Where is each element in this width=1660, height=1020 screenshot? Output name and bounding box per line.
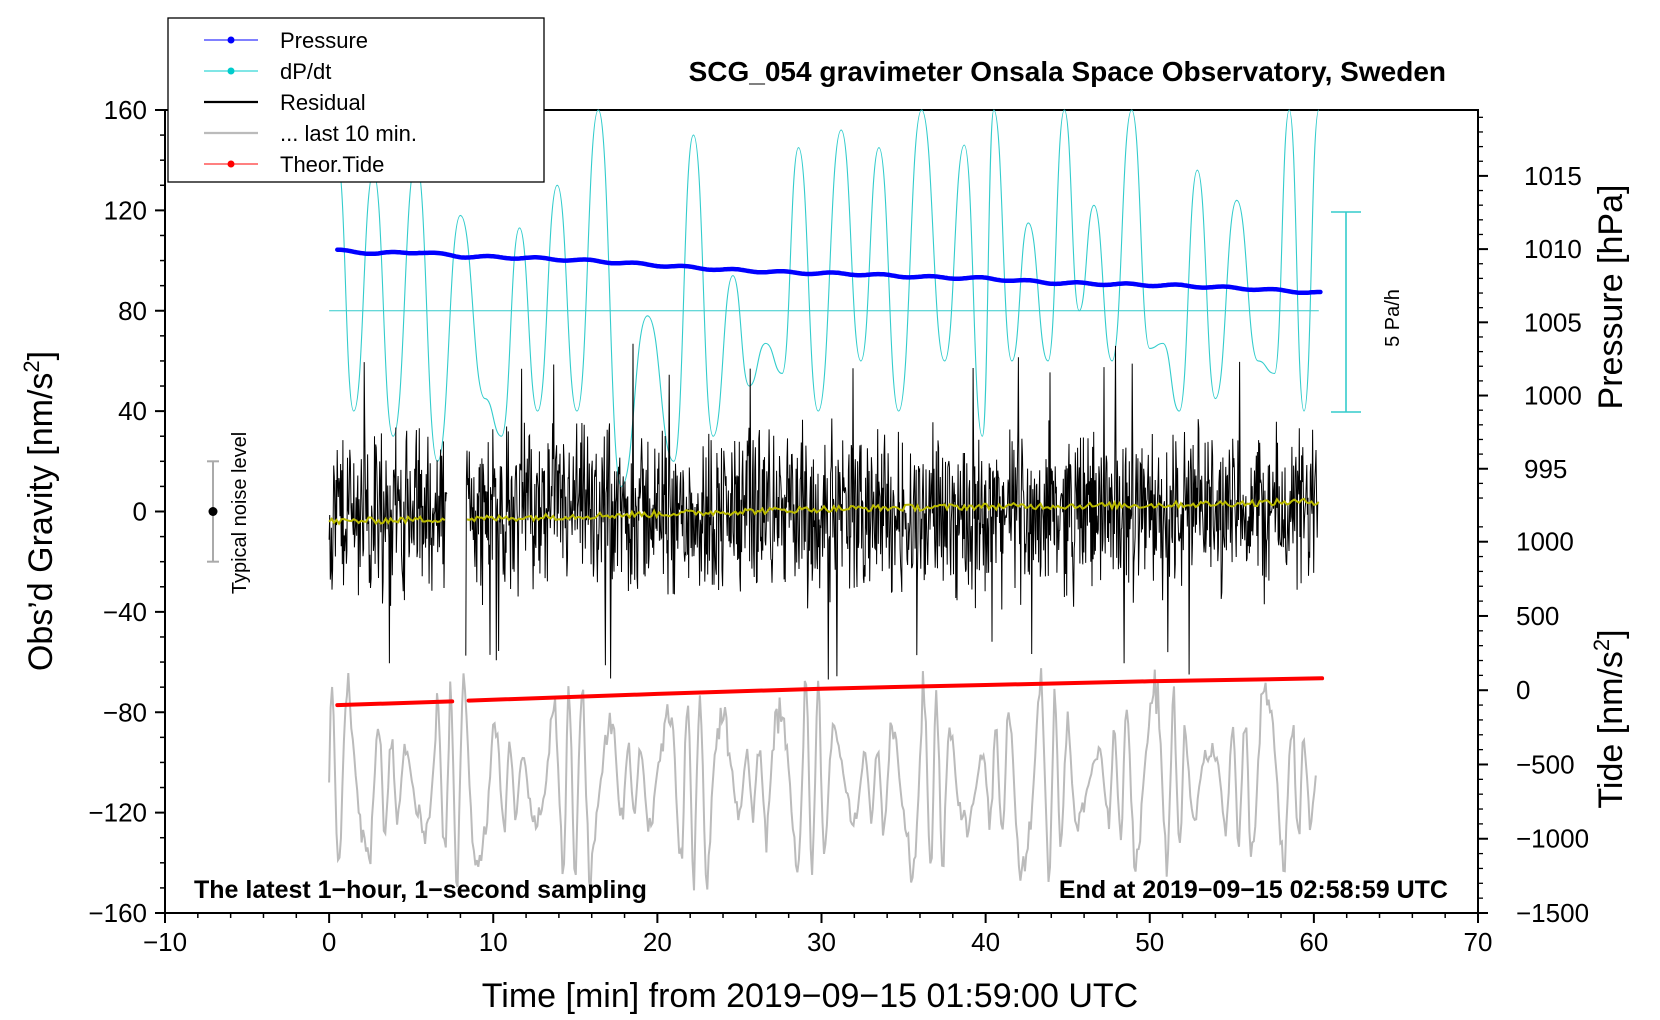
- tide-label-main: Tide [nm/s: [1592, 651, 1630, 808]
- pressure-tick-label: 1015: [1524, 161, 1582, 191]
- tide-tick-label: −1500: [1516, 898, 1589, 928]
- tide-label-sup: 2: [1589, 639, 1614, 651]
- legend-item: Residual: [204, 90, 366, 115]
- legend-box: [167, 17, 545, 183]
- y-axis-title-tide: Tide [nm/s2]: [1589, 629, 1630, 808]
- tide-tick-label: 1000: [1516, 527, 1574, 557]
- y-axis-title-gravity: Obs’d Gravity [nm/s2]: [19, 351, 60, 671]
- pressure-series: [335, 247, 1323, 296]
- legend-swatch-dot: [227, 160, 235, 168]
- gravity-tick-label: 80: [118, 296, 147, 326]
- legend-item: Theor.Tide: [204, 152, 384, 177]
- x-tick-label: 10: [479, 927, 508, 957]
- pressure-tick-label: 1000: [1524, 381, 1582, 411]
- legend-item: dP/dt: [204, 59, 331, 84]
- noise-label: Typical noise level: [229, 432, 251, 594]
- legend: Pressure dP/dt Residual ... last 10 min. The…: [167, 17, 545, 183]
- x-tick-label: 30: [807, 927, 836, 957]
- x-tick-label: −10: [143, 927, 187, 957]
- tide-label-end: ]: [1592, 629, 1630, 638]
- tide-tick-label: 0: [1516, 675, 1530, 705]
- residual-smoothed-series: [328, 497, 1320, 526]
- legend-label: Residual: [280, 90, 366, 115]
- legend-label: ... last 10 min.: [280, 121, 417, 146]
- gravity-label-main: Obs’d Gravity [nm/s: [22, 373, 60, 672]
- noise-center-dot: [208, 507, 218, 516]
- chart-title: SCG_054 gravimeter Onsala Space Observat…: [689, 56, 1446, 87]
- axes: −10 0 10 20 30 40 50 60 70 160 120 80 40 0 −40 −80 −120 −…: [88, 95, 1589, 957]
- y-axis-title-pressure: Pressure [hPa]: [1592, 185, 1630, 410]
- noise-level-indicator: Typical noise level: [207, 432, 251, 594]
- gravity-tick-label: 120: [104, 195, 147, 225]
- tide-tick-label: −1000: [1516, 824, 1589, 854]
- pressure-tick-label: 1010: [1524, 234, 1582, 264]
- x-tick-label: 50: [1135, 927, 1164, 957]
- residual-series: [328, 343, 1319, 680]
- legend-label: Theor.Tide: [280, 152, 384, 177]
- gravity-label-sup: 2: [19, 360, 44, 372]
- x-tick-label: 20: [643, 927, 672, 957]
- gravity-tick-label: −80: [103, 697, 147, 727]
- tide-tick-label: 500: [1516, 601, 1559, 631]
- gravity-tick-label: 0: [133, 497, 147, 527]
- tide-series: [335, 676, 1325, 708]
- tide-tick-label: −500: [1516, 749, 1575, 779]
- legend-label: Pressure: [280, 28, 368, 53]
- x-tick-label: 60: [1299, 927, 1328, 957]
- legend-swatch-dot: [227, 67, 235, 75]
- gravity-tick-label: 160: [104, 95, 147, 125]
- x-tick-label: 70: [1464, 927, 1493, 957]
- x-tick-label: 40: [971, 927, 1000, 957]
- x-axis-title: Time [min] from 2019−09−15 01:59:00 UTC: [482, 977, 1138, 1015]
- gravity-tick-label: −160: [88, 898, 147, 928]
- legend-items: Pressure dP/dt Residual ... last 10 min. The…: [204, 28, 417, 177]
- legend-item: Pressure: [204, 28, 368, 53]
- note-right: End at 2019−09−15 02:58:59 UTC: [1059, 876, 1448, 904]
- residual-smoothed-line: [328, 497, 1320, 526]
- pressure-tick-label: 995: [1524, 454, 1567, 484]
- rate-label: 5 Pa/h: [1382, 289, 1404, 347]
- legend-item: ... last 10 min.: [204, 121, 417, 146]
- pressure-tick-label: 1005: [1524, 307, 1582, 337]
- dpdt-series: [329, 109, 1320, 487]
- tide-line: [335, 676, 1325, 708]
- legend-swatch-dot: [227, 36, 235, 44]
- dpdt-line: [336, 109, 1320, 487]
- last-10-min-series: [328, 668, 1317, 891]
- last-10-min-line: [328, 668, 1317, 891]
- note-left: The latest 1−hour, 1−second sampling: [194, 876, 647, 904]
- rate-scale-indicator: 5 Pa/h: [1331, 211, 1404, 413]
- gravity-tick-label: 40: [118, 396, 147, 426]
- legend-label: dP/dt: [280, 59, 331, 84]
- pressure-line: [335, 247, 1323, 296]
- residual-line: [328, 343, 1319, 680]
- gravity-tick-label: −120: [88, 798, 147, 828]
- x-tick-label: 0: [322, 927, 336, 957]
- gravity-label-end: ]: [22, 351, 60, 360]
- gravity-tick-label: −40: [103, 597, 147, 627]
